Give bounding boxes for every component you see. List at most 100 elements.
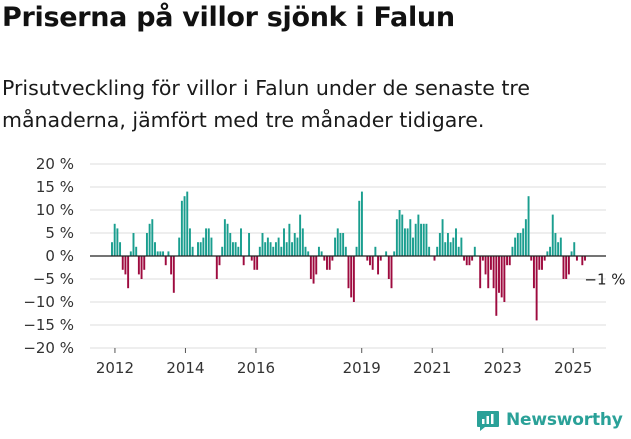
bar xyxy=(495,256,498,316)
bar xyxy=(339,233,342,256)
bar xyxy=(111,242,113,256)
bar xyxy=(334,237,337,256)
bar xyxy=(317,246,320,256)
bar xyxy=(129,251,132,256)
bar xyxy=(422,223,425,256)
bar xyxy=(403,228,406,256)
y-tick-label: 15 % xyxy=(36,178,74,196)
bar xyxy=(479,256,482,289)
bar xyxy=(299,214,302,256)
bar xyxy=(291,242,294,256)
bar xyxy=(417,214,420,256)
bar xyxy=(457,246,460,256)
bar xyxy=(401,214,404,256)
bar xyxy=(468,256,471,266)
last-value-label: −1 % xyxy=(584,271,625,289)
bar xyxy=(124,256,127,275)
bar xyxy=(221,246,224,256)
bar xyxy=(444,242,447,256)
bar xyxy=(248,233,251,256)
y-tick-label: −10 % xyxy=(23,293,74,311)
bar xyxy=(191,246,194,256)
bar xyxy=(285,242,288,256)
bar xyxy=(320,251,323,256)
bar xyxy=(420,223,423,256)
y-tick-label: 0 % xyxy=(45,247,74,265)
bar xyxy=(358,200,361,256)
bar xyxy=(406,228,409,256)
bar xyxy=(199,242,202,256)
bar xyxy=(503,256,506,302)
y-tick-label: −20 % xyxy=(23,339,74,357)
bar xyxy=(218,256,221,266)
bar xyxy=(167,251,170,256)
bar xyxy=(347,256,350,289)
bar xyxy=(312,256,315,284)
bar xyxy=(541,256,543,270)
bar xyxy=(489,256,492,270)
bar xyxy=(385,251,388,256)
bar xyxy=(145,233,148,256)
bar xyxy=(326,256,328,270)
bar xyxy=(336,228,339,256)
y-tick-label: 20 % xyxy=(36,155,74,173)
bar xyxy=(207,228,210,256)
bar xyxy=(116,228,119,256)
bar xyxy=(135,246,138,256)
y-tick-label: −15 % xyxy=(23,316,74,334)
bar xyxy=(412,237,414,256)
bar xyxy=(274,242,277,256)
bar xyxy=(508,256,511,266)
bar xyxy=(240,228,242,256)
bar xyxy=(164,256,167,266)
x-tick-label: 2023 xyxy=(484,359,522,375)
bar xyxy=(328,256,331,270)
bar xyxy=(570,251,573,256)
bar xyxy=(395,219,398,256)
bar xyxy=(498,256,500,293)
chart-subtitle: Prisutveckling för villor i Falun under … xyxy=(2,76,530,132)
bar xyxy=(492,256,495,289)
bar xyxy=(237,246,240,256)
bar xyxy=(557,242,560,256)
bar xyxy=(366,256,369,261)
bar xyxy=(253,256,256,270)
bar xyxy=(264,242,267,256)
bar xyxy=(127,256,130,289)
bar xyxy=(530,256,533,261)
bar xyxy=(280,246,283,256)
bar xyxy=(465,256,468,266)
bar xyxy=(414,223,417,256)
bar xyxy=(170,256,173,275)
bar xyxy=(156,251,159,256)
bar xyxy=(549,246,552,256)
bar xyxy=(379,256,382,261)
bar xyxy=(350,256,353,298)
bar xyxy=(202,237,205,256)
newsworthy-logo-icon xyxy=(477,411,499,431)
bar xyxy=(197,242,199,256)
x-tick-label: 2016 xyxy=(237,359,275,375)
bar xyxy=(369,256,371,266)
bar xyxy=(573,242,576,256)
bar xyxy=(315,256,318,275)
bar xyxy=(143,256,146,270)
bar xyxy=(487,256,490,289)
bar xyxy=(538,256,541,270)
bar xyxy=(532,256,535,289)
bar xyxy=(387,256,390,279)
bar xyxy=(151,219,154,256)
bar xyxy=(178,237,181,256)
bar xyxy=(352,256,355,302)
bar xyxy=(223,219,226,256)
bar xyxy=(446,233,449,256)
bar xyxy=(148,223,151,256)
bar xyxy=(119,242,122,256)
bar xyxy=(559,237,562,256)
bar xyxy=(584,256,586,261)
bar xyxy=(500,256,503,298)
bar xyxy=(438,233,441,256)
y-tick-label: 5 % xyxy=(45,224,74,242)
bar xyxy=(506,256,509,266)
bar xyxy=(121,256,124,270)
